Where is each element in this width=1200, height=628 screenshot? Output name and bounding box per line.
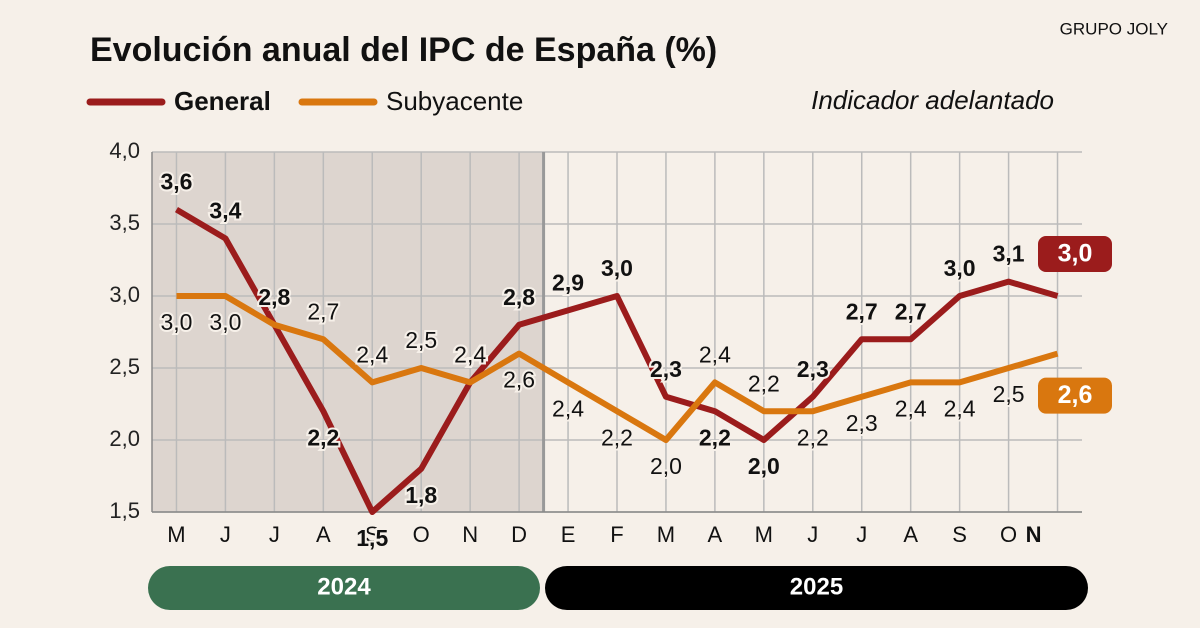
data-label: 1,5 [356, 525, 388, 551]
x-tick-label: E [561, 522, 576, 547]
end-label-box [1038, 377, 1112, 414]
period-label: 2025 [790, 573, 843, 600]
data-label: 3,0 [160, 309, 192, 335]
data-label: 2,3 [650, 356, 682, 382]
data-label: 3,6 [160, 169, 192, 195]
data-label: 2,6 [503, 367, 535, 393]
x-tick-label: A [903, 522, 918, 547]
period-label: 2024 [317, 573, 371, 600]
data-label: 3,0 [209, 309, 241, 335]
data-label: 2,2 [797, 424, 829, 450]
data-label: 2,9 [552, 269, 584, 295]
data-label: 2,8 [503, 284, 535, 310]
data-label: 2,0 [650, 453, 682, 479]
end-label: 2,6 [1058, 381, 1093, 409]
series-line [176, 293, 1059, 443]
data-label: 2,0 [748, 453, 780, 479]
data-label: 2,2 [307, 424, 339, 450]
y-tick-label: 3,5 [109, 210, 140, 235]
source: GRUPO JOLY [1060, 19, 1168, 38]
x-tick-label: O [1000, 522, 1017, 547]
legend-label: Subyacente [386, 86, 523, 116]
y-tick-label: 4,0 [109, 138, 140, 163]
end-label: 3,0 [1058, 240, 1093, 268]
x-tick-label: F [610, 522, 623, 547]
chart-title: Evolución anual del IPC de España (%) [90, 31, 717, 69]
x-tick-label: A [708, 522, 723, 547]
legend-label: General [174, 86, 271, 116]
data-label: 2,5 [993, 381, 1025, 407]
data-label: 1,8 [405, 482, 437, 508]
x-tick-label: J [220, 522, 231, 547]
data-label: 2,4 [699, 341, 731, 367]
data-label: 2,4 [944, 395, 976, 421]
x-tick-label: M [167, 522, 185, 547]
y-tick-label: 3,0 [109, 282, 140, 307]
data-label: 2,4 [454, 341, 486, 367]
x-tick-label: J [807, 522, 818, 547]
data-label: 2,7 [846, 298, 878, 324]
data-label: 2,4 [356, 341, 388, 367]
data-label: 2,2 [748, 370, 780, 396]
data-label: 2,4 [895, 395, 927, 421]
note: Indicador adelantado [811, 85, 1054, 115]
data-label: 2,4 [552, 395, 584, 421]
y-tick-label: 2,5 [109, 354, 140, 379]
x-tick-label: N [462, 522, 478, 547]
data-label: 3,0 [944, 255, 976, 281]
data-label: 3,1 [993, 241, 1025, 267]
data-label: 2,3 [797, 356, 829, 382]
data-label: 2,5 [405, 327, 437, 353]
data-label: 2,4 [454, 341, 486, 367]
x-tick-label: J [269, 522, 280, 547]
data-label: 2,7 [307, 298, 339, 324]
period-bar [148, 566, 540, 610]
x-tick-label: S [365, 522, 380, 547]
series-line [174, 207, 1059, 515]
x-tick-label: N [1026, 522, 1042, 547]
data-label: 3,4 [209, 197, 241, 223]
x-tick-label: S [952, 522, 967, 547]
x-tick-label: O [413, 522, 430, 547]
end-label-box [1038, 236, 1112, 272]
data-label: 2,2 [601, 424, 633, 450]
y-tick-label: 1,5 [109, 498, 140, 523]
period-shade [152, 152, 544, 512]
x-tick-label: M [755, 522, 773, 547]
x-tick-label: J [856, 522, 867, 547]
data-label: 3,0 [601, 255, 633, 281]
y-tick-label: 2,0 [109, 426, 140, 451]
data-label: 2,8 [258, 284, 290, 310]
data-label: 2,3 [846, 410, 878, 436]
period-bar [545, 566, 1088, 610]
data-label: 2,7 [895, 298, 927, 324]
x-tick-label: D [511, 522, 527, 547]
data-label: 2,2 [699, 424, 731, 450]
x-tick-label: A [316, 522, 331, 547]
x-tick-label: M [657, 522, 675, 547]
